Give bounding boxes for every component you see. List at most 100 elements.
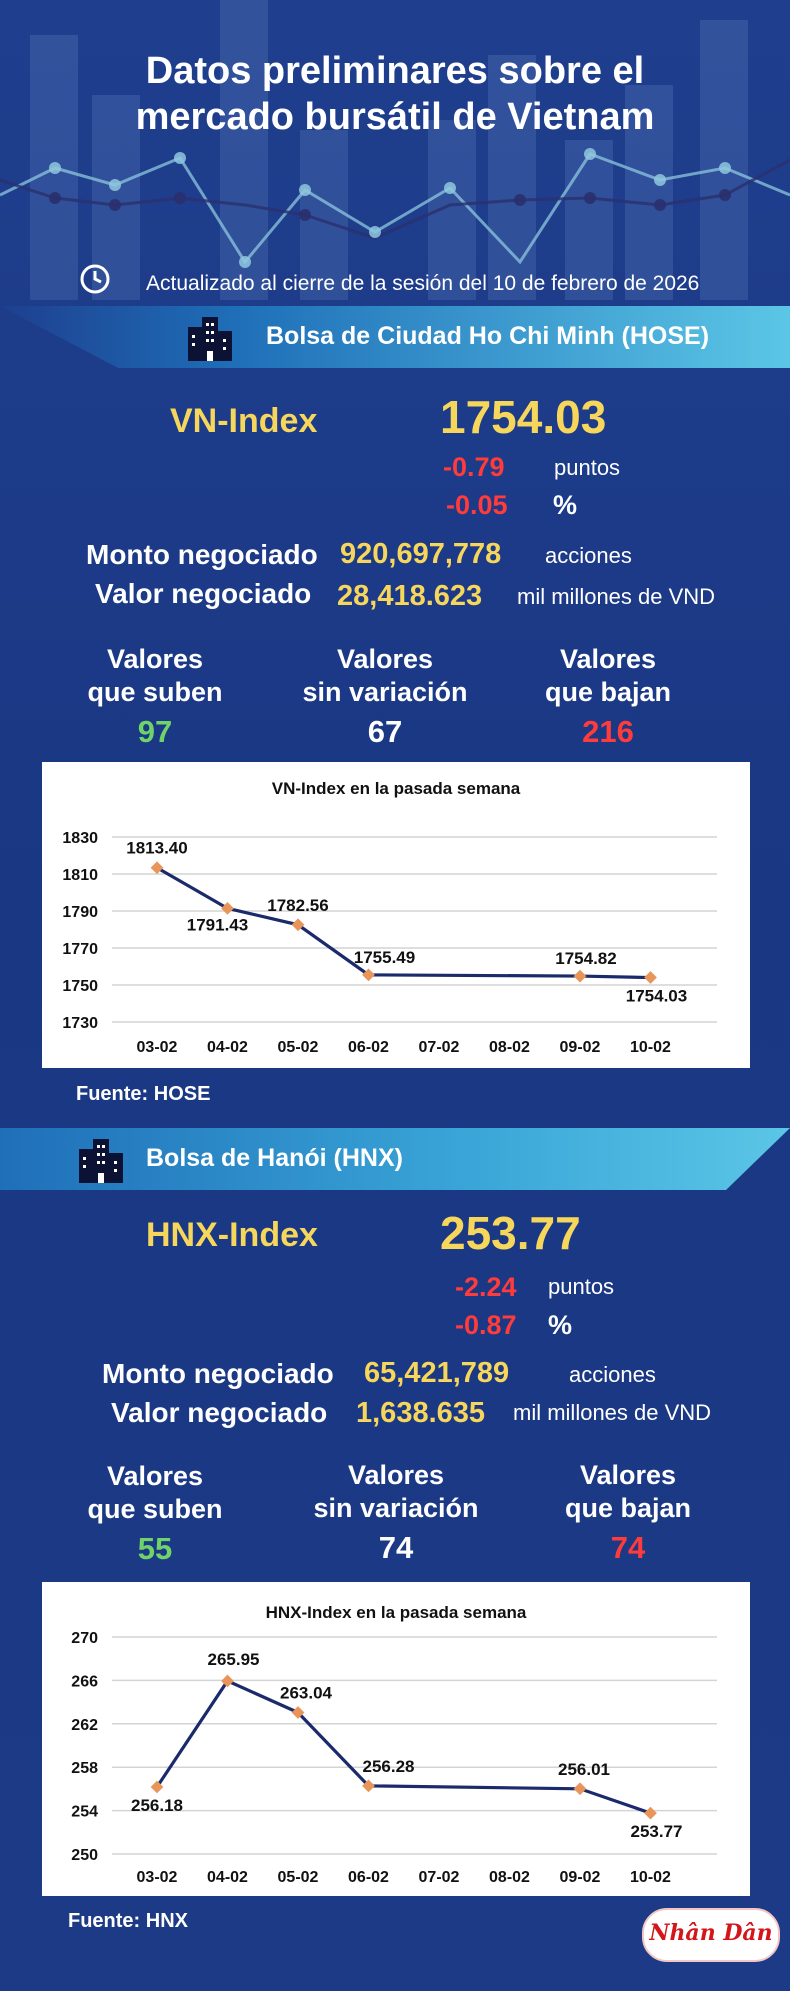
title-line-1: Datos preliminares sobre el bbox=[145, 50, 645, 92]
y-tick-label: 270 bbox=[71, 1630, 98, 1647]
vn-index-value: 1754.03 bbox=[440, 391, 607, 443]
decorative-line-background bbox=[0, 148, 790, 268]
data-label: 1754.03 bbox=[626, 987, 687, 1006]
update-timestamp: Actualizado al cierre de la sesión del 1… bbox=[80, 262, 760, 300]
data-label: 263.04 bbox=[280, 1684, 333, 1703]
decliners-label-line-1: Valores bbox=[579, 1460, 677, 1490]
data-point bbox=[644, 971, 657, 984]
x-tick-label: 05-02 bbox=[278, 1039, 319, 1056]
page-title: Datos preliminares sobre el mercado burs… bbox=[0, 48, 790, 140]
data-point bbox=[362, 1779, 375, 1793]
hose-value-unit: mil millones de VND bbox=[517, 584, 716, 609]
data-label: 1755.49 bbox=[354, 948, 415, 967]
decliners-count: 216 bbox=[582, 714, 634, 749]
x-tick-label: 05-02 bbox=[278, 1869, 319, 1886]
x-tick-label: 09-02 bbox=[560, 1039, 601, 1056]
decliners-label-line-2: que bajan bbox=[544, 677, 672, 707]
hose-value-value: 28,418.623 bbox=[337, 580, 483, 612]
points-label: puntos bbox=[548, 1274, 615, 1299]
title-line-2: mercado bursátil de Vietnam bbox=[135, 96, 655, 138]
hnx-banner-background bbox=[0, 1128, 790, 1190]
data-label: 256.28 bbox=[363, 1757, 415, 1776]
x-tick-label: 04-02 bbox=[207, 1039, 248, 1056]
data-label: 1813.40 bbox=[126, 839, 187, 858]
x-tick-label: 08-02 bbox=[489, 1869, 530, 1886]
hero-header: Datos preliminares sobre el mercado burs… bbox=[0, 0, 790, 300]
y-tick-label: 1730 bbox=[62, 1015, 98, 1032]
y-tick-label: 1810 bbox=[62, 867, 98, 884]
hnx-index-name: HNX-Index bbox=[146, 1216, 318, 1254]
x-tick-label: 10-02 bbox=[630, 1039, 671, 1056]
advancers-label-line-2: que suben bbox=[87, 677, 223, 707]
unchanged-label-line-1: Valores bbox=[347, 1460, 445, 1490]
y-tick-label: 266 bbox=[71, 1673, 98, 1690]
x-tick-label: 06-02 bbox=[348, 1869, 389, 1886]
vn-index-change-percent: -0.05 bbox=[446, 490, 508, 520]
x-tick-label: 10-02 bbox=[630, 1869, 671, 1886]
data-label: 1754.82 bbox=[555, 949, 616, 968]
hnx-index-chart-svg: HNX-Index en la pasada semana 250 254 258 26… bbox=[71, 1603, 717, 1886]
hose-advancers: Valores que suben 97 bbox=[45, 643, 265, 748]
x-tick-label: 03-02 bbox=[137, 1039, 178, 1056]
y-tick-label: 1770 bbox=[62, 941, 98, 958]
data-point bbox=[291, 918, 305, 932]
advancers-label-line-1: Valores bbox=[106, 644, 204, 674]
data-label: 265.95 bbox=[208, 1650, 260, 1669]
hose-source: Fuente: HOSE bbox=[76, 1083, 211, 1105]
advancers-label-line-1: Valores bbox=[106, 1461, 204, 1491]
updated-text: Actualizado al cierre de la sesión del 1… bbox=[146, 272, 700, 295]
decliners-label-line-1: Valores bbox=[559, 644, 657, 674]
series-line bbox=[156, 866, 651, 980]
hose-volume-unit: acciones bbox=[545, 543, 632, 568]
x-tick-label: 06-02 bbox=[348, 1039, 389, 1056]
x-tick-label: 07-02 bbox=[419, 1869, 460, 1886]
chart-title: VN-Index en la pasada semana bbox=[272, 779, 521, 798]
data-label: 256.18 bbox=[131, 1796, 183, 1815]
hose-decliners: Valores que bajan 216 bbox=[498, 643, 718, 748]
vn-index-chart-svg: VN-Index en la pasada semana 1730 1750 1770… bbox=[62, 779, 717, 1056]
hose-volume-value: 920,697,778 bbox=[340, 538, 502, 570]
unchanged-label-line-2: sin variación bbox=[302, 677, 468, 707]
hose-banner: Bolsa de Ciudad Ho Chi Minh (HOSE) bbox=[0, 306, 790, 368]
advancers-count: 55 bbox=[137, 1531, 173, 1566]
series-line bbox=[155, 1678, 652, 1815]
unchanged-count: 67 bbox=[367, 714, 403, 749]
y-tick-label: 254 bbox=[71, 1804, 98, 1821]
hnx-index-change-percent: -0.87 bbox=[455, 1310, 517, 1340]
hnx-advancers: Valores que suben 55 bbox=[45, 1460, 265, 1565]
hose-exchange-title: Bolsa de Ciudad Ho Chi Minh (HOSE) bbox=[266, 322, 710, 350]
hnx-value-label: Valor negociado bbox=[111, 1397, 328, 1428]
data-point bbox=[150, 861, 164, 875]
building-icon bbox=[188, 317, 232, 361]
data-point bbox=[573, 969, 587, 983]
y-tick-label: 250 bbox=[71, 1847, 98, 1864]
unchanged-label-line-1: Valores bbox=[336, 644, 434, 674]
y-tick-label: 262 bbox=[71, 1717, 98, 1734]
hose-volume-label: Monto negociado bbox=[86, 539, 318, 570]
chart-title: HNX-Index en la pasada semana bbox=[266, 1603, 527, 1622]
advancers-label-line-2: que suben bbox=[87, 1494, 223, 1524]
x-tick-label: 03-02 bbox=[137, 1869, 178, 1886]
hnx-unchanged: Valores sin variación 74 bbox=[286, 1459, 506, 1564]
percent-label: % bbox=[548, 1310, 573, 1340]
advancers-count: 97 bbox=[137, 714, 173, 749]
hnx-decliners: Valores que bajan 74 bbox=[518, 1459, 738, 1564]
nhan-dan-logo: Nhân Dân bbox=[642, 1908, 780, 1962]
x-tick-label: 07-02 bbox=[419, 1039, 460, 1056]
hnx-value-value: 1,638.635 bbox=[356, 1397, 486, 1429]
data-label: 1791.43 bbox=[187, 915, 248, 934]
hnx-exchange-title: Bolsa de Hanói (HNX) bbox=[146, 1144, 403, 1172]
hnx-volume-unit: acciones bbox=[569, 1362, 656, 1387]
building-icon bbox=[79, 1139, 123, 1183]
hose-value-label: Valor negociado bbox=[95, 578, 312, 609]
hnx-banner: Bolsa de Hanói (HNX) bbox=[0, 1128, 790, 1190]
logo-text: Nhân Dân bbox=[649, 1920, 773, 1946]
x-tick-label: 04-02 bbox=[207, 1869, 248, 1886]
vn-index-chart: VN-Index en la pasada semana 1730 1750 1770… bbox=[42, 762, 750, 1068]
vn-index-change-points: -0.79 bbox=[443, 452, 505, 482]
hnx-index-change-points: -2.24 bbox=[455, 1272, 517, 1302]
points-label: puntos bbox=[554, 455, 621, 480]
data-label: 256.01 bbox=[558, 1760, 610, 1779]
hnx-volume-label: Monto negociado bbox=[102, 1358, 334, 1389]
clock-icon bbox=[80, 264, 110, 294]
